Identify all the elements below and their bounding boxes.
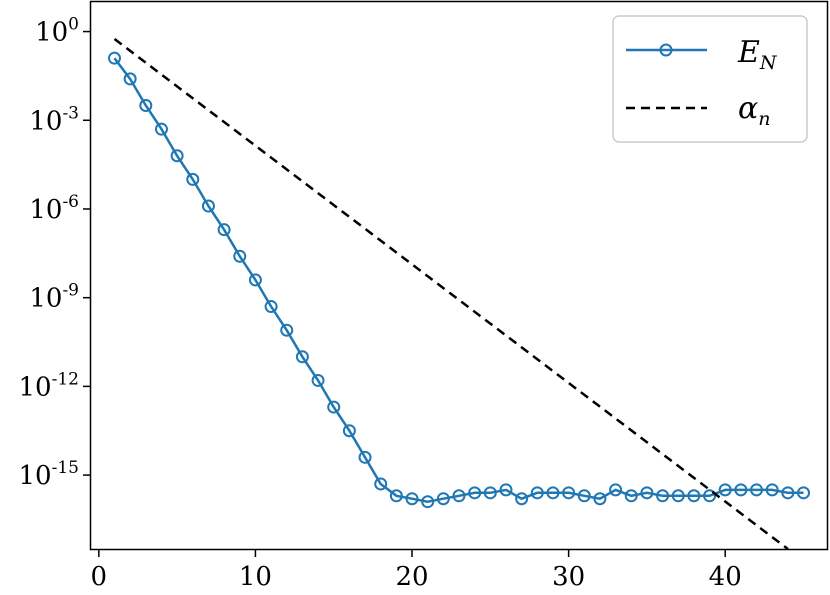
- data-point-E_N: [374, 477, 388, 491]
- y-tick-label: 10-15: [19, 458, 79, 491]
- y-tick-base: 10: [29, 106, 62, 136]
- data-point-E_N: [577, 489, 591, 503]
- data-point-E_N: [546, 486, 560, 500]
- data-point-E_N: [154, 122, 168, 136]
- data-point-E_N: [170, 149, 184, 163]
- data-point-E_N: [750, 483, 764, 497]
- legend-box: [612, 15, 808, 143]
- data-point-E_N: [499, 483, 513, 497]
- x-tick-label: 20: [395, 562, 428, 592]
- data-point-E_N: [640, 486, 654, 500]
- data-point-E_N: [123, 72, 137, 86]
- data-point-E_N: [624, 489, 638, 503]
- y-tick-label: 10-6: [29, 192, 79, 225]
- y-tick-exponent: -12: [52, 369, 79, 389]
- data-point-E_N: [671, 489, 685, 503]
- y-tick-exponent: 0: [68, 15, 79, 35]
- data-point-E_N: [107, 51, 121, 65]
- data-point-E_N: [358, 450, 372, 464]
- data-point-E_N: [718, 483, 732, 497]
- y-tick-label: 10-3: [29, 103, 79, 136]
- legend-label-en-main: E: [737, 35, 760, 70]
- data-point-E_N: [593, 492, 607, 506]
- data-point-E_N: [311, 373, 325, 387]
- data-point-E_N: [139, 98, 153, 112]
- data-point-E_N: [217, 223, 231, 237]
- series-E_N: [107, 51, 811, 509]
- data-point-E_N: [405, 492, 419, 506]
- data-point-E_N: [421, 495, 435, 509]
- y-tick-exponent: -15: [52, 458, 79, 478]
- x-tick-label: 40: [709, 562, 742, 592]
- legend: EN αn: [612, 15, 808, 143]
- data-point-E_N: [342, 424, 356, 438]
- data-point-E_N: [201, 199, 215, 213]
- data-point-E_N: [248, 273, 262, 287]
- y-tick-base: 10: [19, 461, 52, 491]
- data-point-E_N: [687, 489, 701, 503]
- plot-frame: [89, 0, 829, 551]
- legend-label-alpha-sub: n: [758, 108, 770, 130]
- x-tick-label: 0: [91, 562, 108, 592]
- legend-label-en: EN: [737, 35, 778, 74]
- data-point-E_N: [703, 489, 717, 503]
- y-tick-label: 10-12: [19, 369, 79, 402]
- data-point-E_N: [280, 323, 294, 337]
- y-tick-base: 10: [29, 195, 62, 225]
- y-tick-label: 10-9: [29, 281, 79, 314]
- data-point-E_N: [233, 249, 247, 263]
- data-point-E_N: [609, 483, 623, 497]
- series-alpha_n: [113, 38, 789, 549]
- legend-marker-en: [659, 43, 673, 57]
- y-tick-exponent: -9: [62, 281, 79, 301]
- data-point-E_N: [797, 486, 811, 500]
- data-point-E_N: [264, 300, 278, 314]
- series-line-alpha_n: [113, 38, 789, 549]
- data-point-E_N: [186, 172, 200, 186]
- data-point-E_N: [389, 489, 403, 503]
- legend-label-en-sub: N: [759, 52, 778, 74]
- y-tick-exponent: -6: [62, 192, 79, 212]
- data-point-E_N: [452, 489, 466, 503]
- data-point-E_N: [656, 489, 670, 503]
- y-tick-base: 10: [19, 372, 52, 402]
- x-tick-label: 10: [239, 562, 272, 592]
- data-point-E_N: [295, 350, 309, 364]
- data-point-E_N: [468, 486, 482, 500]
- data-point-E_N: [436, 492, 450, 506]
- data-point-E_N: [327, 400, 341, 414]
- data-point-E_N: [483, 486, 497, 500]
- x-axis: 0 10 20 30 40: [91, 549, 742, 592]
- data-point-E_N: [530, 486, 544, 500]
- legend-label-alpha: αn: [738, 91, 771, 130]
- data-point-E_N: [515, 492, 529, 506]
- y-tick-exponent: -3: [62, 103, 79, 123]
- y-tick-base: 10: [29, 284, 62, 314]
- x-tick-label: 30: [552, 562, 585, 592]
- data-point-E_N: [765, 483, 779, 497]
- y-tick-base: 10: [35, 18, 68, 48]
- y-tick-label: 100: [35, 15, 79, 48]
- data-point-E_N: [781, 486, 795, 500]
- data-point-E_N: [562, 486, 576, 500]
- data-point-E_N: [734, 483, 748, 497]
- plot-area: [107, 38, 811, 549]
- legend-label-alpha-main: α: [738, 91, 758, 126]
